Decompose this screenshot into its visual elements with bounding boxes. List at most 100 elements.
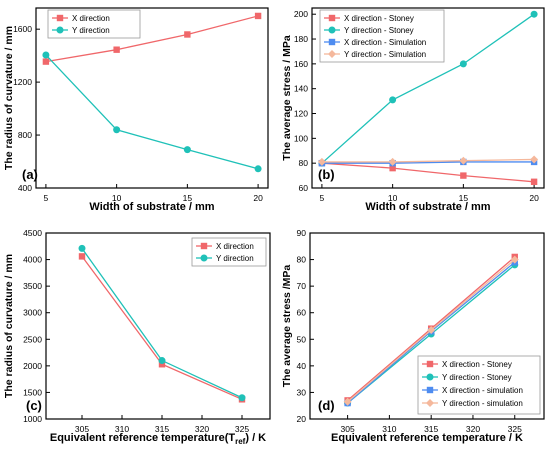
- series-line: [321, 162, 535, 183]
- y-axis-label: The radius of curvature / mm: [3, 254, 15, 398]
- y-tick-label: 70: [297, 281, 307, 291]
- x-axis-label: Equivalent reference temperature(Tref) /…: [50, 432, 266, 446]
- y-tick-label: 40: [297, 361, 307, 371]
- legend-label: X direction - Simulation: [344, 38, 426, 47]
- y-tick-label: 120: [294, 109, 308, 119]
- x-tick-label: 315: [155, 424, 169, 434]
- x-tick-label: 305: [341, 424, 355, 434]
- legend-label: Y direction: [216, 254, 254, 263]
- y-tick-label: 180: [294, 34, 308, 44]
- data-point: [158, 361, 166, 368]
- x-axis-label-tail: ) / K: [245, 432, 266, 444]
- x-tick-label: 305: [75, 424, 89, 434]
- x-tick-label: 325: [235, 424, 249, 434]
- legend-label: X direction - Stoney: [442, 360, 512, 369]
- legend-marker: [56, 26, 64, 34]
- y-tick-label: 100: [294, 133, 308, 143]
- data-point: [389, 164, 396, 172]
- y-tick-label: 1000: [23, 414, 42, 424]
- data-point: [184, 31, 191, 38]
- plot-frame: [311, 7, 545, 189]
- y-tick-label: 80: [299, 158, 309, 168]
- legend-label: X direction - Stoney: [344, 14, 414, 23]
- chart-panel-c: 305 310 315 320 325 1000 1500 2000 2500 3000 3500 4…: [3, 228, 271, 446]
- data-point: [78, 253, 86, 260]
- legend-label: X direction: [72, 14, 110, 23]
- data-point: [459, 156, 468, 165]
- data-point: [460, 172, 467, 179]
- y-axis-label: The average stress / MPa: [281, 35, 293, 161]
- data-point: [317, 157, 326, 166]
- data-point: [183, 146, 191, 154]
- y-tick-label: 3000: [23, 308, 42, 318]
- data-point: [42, 51, 50, 59]
- chart-panel-d: 305 310 315 320 325 20 30 40 50 60 70 80 90 Equivalen…: [281, 228, 545, 444]
- y-tick-label: 4000: [23, 255, 42, 265]
- chart-panel-b: 5 10 15 20 60 80 100 120 140 160 180 200 Width of su…: [281, 7, 545, 213]
- y-tick-label: 30: [297, 387, 307, 397]
- legend: X direction - Stoney Y direction - Stoney…: [417, 355, 541, 415]
- x-axis-label: Width of substrate / mm: [365, 201, 490, 213]
- legend-label: Y direction - simulation: [442, 399, 523, 408]
- legend-label: Y direction: [72, 26, 110, 35]
- data-point: [343, 397, 352, 406]
- plot-frame: [45, 232, 271, 420]
- plot-frame: [309, 232, 545, 420]
- data-point: [238, 394, 246, 402]
- data-point: [113, 126, 121, 134]
- legend-marker: [328, 14, 336, 22]
- series-line: [81, 248, 243, 399]
- data-point: [78, 244, 86, 252]
- legend-marker: [328, 26, 336, 34]
- y-tick-label: 3500: [23, 281, 42, 291]
- y-tick-label: 200: [294, 9, 308, 19]
- data-point: [388, 157, 397, 166]
- y-axis-label: The radius of curvature / mm: [3, 26, 15, 170]
- legend-label: X direction - simulation: [442, 386, 523, 395]
- panel-label: (a): [22, 167, 38, 182]
- x-tick-label: 5: [44, 193, 49, 203]
- y-tick-label: 60: [299, 183, 309, 193]
- x-tick-label: 320: [466, 424, 480, 434]
- x-tick-label: 5: [320, 193, 325, 203]
- data-point: [530, 10, 538, 18]
- legend-marker: [426, 373, 434, 381]
- x-axis-label: Width of substrate / mm: [89, 201, 214, 213]
- legend-marker: [328, 38, 336, 46]
- series-line: [45, 15, 259, 63]
- data-point: [530, 155, 539, 164]
- y-tick-label: 140: [294, 84, 308, 94]
- legend-marker: [56, 14, 64, 22]
- legend-marker: [426, 399, 434, 407]
- legend-box: [47, 9, 141, 39]
- x-tick-label: 310: [382, 424, 396, 434]
- series-line: [45, 54, 259, 170]
- y-tick-label: 60: [297, 308, 307, 318]
- data-point: [158, 357, 166, 365]
- legend-label: Y direction - Simulation: [344, 50, 426, 59]
- y-tick-label: 80: [297, 255, 307, 265]
- series-line: [321, 158, 535, 163]
- x-tick-label: 20: [529, 193, 539, 203]
- x-tick-label: 10: [112, 193, 122, 203]
- y-tick-label: 2500: [23, 334, 42, 344]
- data-point: [254, 12, 262, 20]
- x-axis-label: Equivalent reference temperature / K: [331, 432, 523, 444]
- data-point: [459, 60, 467, 68]
- panel-label: (d): [318, 398, 335, 413]
- legend-marker: [426, 360, 434, 368]
- x-tick-label: 310: [115, 424, 129, 434]
- chart-panel-a: 5 10 15 20 400 800 1200 1600 Width of substrate …: [3, 7, 269, 213]
- legend: X direction Y direction: [47, 9, 141, 39]
- x-axis-label-subscript: ref: [235, 437, 246, 446]
- legend-marker: [426, 386, 434, 394]
- legend: X direction - Stoney Y direction - Stoney…: [319, 9, 445, 63]
- y-axis-label: The average stress /MPa: [281, 265, 293, 388]
- y-tick-label: 4500: [23, 228, 42, 238]
- legend-marker: [328, 50, 336, 58]
- panel-label: (b): [318, 167, 335, 182]
- data-point: [42, 58, 50, 65]
- y-tick-label: 800: [18, 130, 32, 140]
- series-line: [81, 255, 243, 400]
